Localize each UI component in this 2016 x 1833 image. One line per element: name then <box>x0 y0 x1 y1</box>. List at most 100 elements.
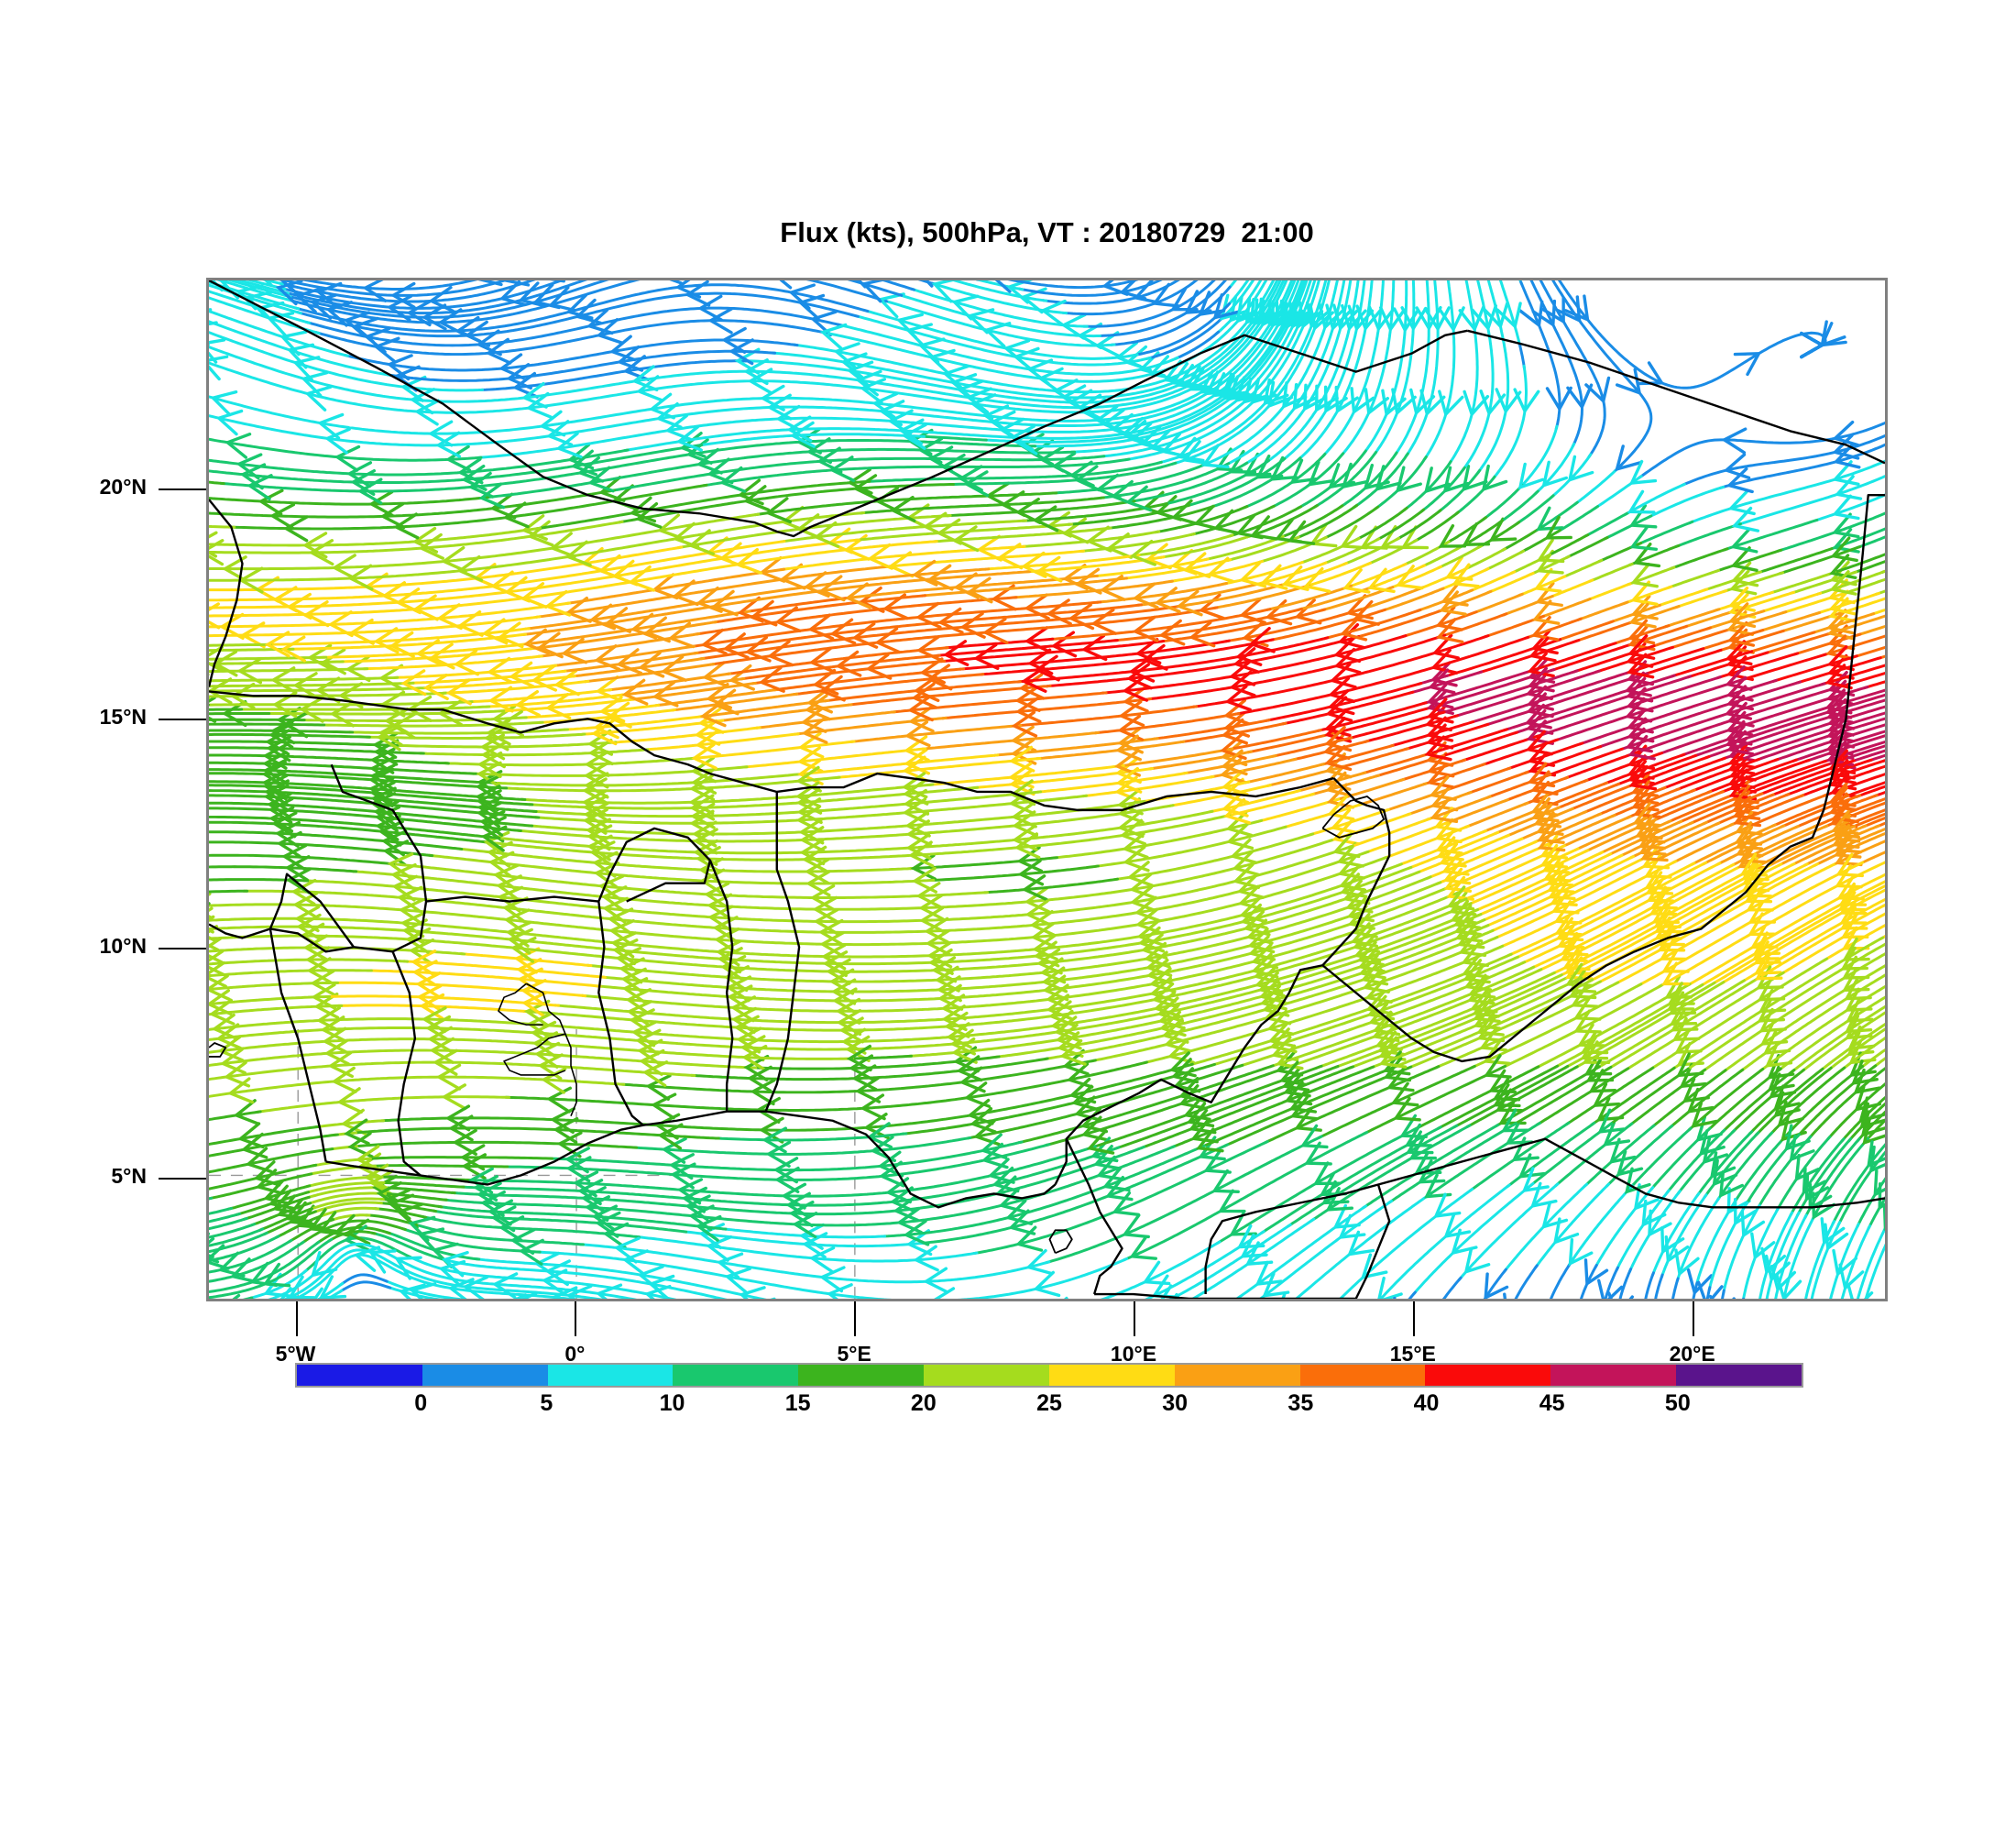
streamline <box>284 1198 312 1224</box>
streamline <box>1200 1064 1398 1148</box>
streamline <box>1105 532 1133 559</box>
streamline <box>314 319 828 357</box>
streamline <box>896 1207 923 1235</box>
streamline <box>1722 964 1885 1074</box>
streamline <box>1871 1057 1885 1070</box>
streamline <box>483 724 509 752</box>
streamline <box>1831 797 1859 824</box>
streamline <box>1439 842 1467 868</box>
streamline <box>362 280 388 302</box>
streamline <box>1129 539 1157 566</box>
streamline <box>1488 517 1517 542</box>
streamline <box>1756 903 1885 981</box>
streamline <box>570 656 706 678</box>
streamline <box>1247 927 1276 954</box>
streamline <box>477 280 503 287</box>
streamline <box>1767 1065 1795 1092</box>
streamline <box>520 1291 538 1299</box>
streamline <box>737 596 764 623</box>
streamline <box>564 567 786 605</box>
streamline <box>1642 789 1713 821</box>
streamline <box>1486 571 1535 595</box>
streamline <box>1583 1124 1656 1188</box>
streamline <box>1796 1137 1853 1217</box>
streamline <box>1338 1213 1366 1239</box>
streamline <box>1321 505 1380 541</box>
streamline <box>1236 1224 1265 1249</box>
y-tick-mark <box>159 718 206 720</box>
streamline <box>1826 1082 1885 1141</box>
streamline <box>1446 885 1475 911</box>
streamline <box>840 1027 867 1055</box>
streamline <box>331 554 357 581</box>
streamline <box>306 957 333 984</box>
streamline <box>1221 791 1249 818</box>
streamline <box>514 689 541 717</box>
streamline <box>1603 514 1653 541</box>
streamline <box>1109 285 1232 346</box>
streamline <box>1742 1206 1780 1299</box>
streamline <box>693 603 1144 655</box>
streamline <box>282 515 309 543</box>
streamline <box>367 969 602 988</box>
streamline <box>1627 755 1711 788</box>
colorbar-segment <box>547 1365 674 1386</box>
streamline <box>1329 705 1434 736</box>
streamline <box>246 280 287 291</box>
colorbar-tick-label: 35 <box>1287 1390 1314 1416</box>
streamline <box>1768 570 1837 595</box>
streamline <box>1579 1263 1598 1299</box>
streamline <box>655 401 683 429</box>
streamline <box>1177 436 1205 463</box>
streamline <box>1638 821 1721 862</box>
streamline <box>292 672 319 699</box>
streamline <box>209 437 483 462</box>
streamline <box>209 647 295 653</box>
streamline <box>1106 504 1216 530</box>
streamline <box>484 693 627 708</box>
streamline <box>1024 899 1051 927</box>
streamline <box>1530 1181 1558 1209</box>
streamline <box>1567 1184 1634 1268</box>
streamline <box>237 1122 265 1149</box>
streamline <box>1832 420 1860 447</box>
streamline <box>218 612 245 640</box>
streamline <box>1189 504 1276 536</box>
streamline <box>551 644 696 668</box>
streamline <box>1117 811 1145 839</box>
y-tick-mark <box>159 488 206 491</box>
streamline <box>1502 674 1676 732</box>
streamline <box>452 1128 477 1156</box>
streamline <box>1698 1129 1726 1157</box>
streamline <box>1020 666 1047 693</box>
streamline <box>209 681 415 688</box>
streamline <box>1472 592 1524 615</box>
streamline <box>1863 680 1885 690</box>
streamline <box>1512 675 1693 735</box>
streamline <box>1666 987 1695 1011</box>
streamline <box>1544 813 1616 847</box>
streamline <box>695 1214 722 1242</box>
x-axis-label: 5°W <box>275 1342 316 1366</box>
streamline <box>209 1231 268 1254</box>
streamline <box>1226 280 1238 291</box>
streamline <box>923 1267 949 1294</box>
streamline <box>1363 280 1408 455</box>
streamline <box>209 794 541 819</box>
streamline <box>1102 1166 1131 1192</box>
streamline <box>987 1158 1015 1184</box>
streamline <box>1265 584 1353 611</box>
map-border <box>1048 1229 1073 1254</box>
streamline <box>284 855 311 883</box>
streamline <box>415 639 442 666</box>
streamline <box>229 1257 258 1284</box>
streamline <box>492 863 520 891</box>
streamline <box>209 1235 280 1263</box>
streamline <box>941 697 1153 720</box>
map-border <box>209 1042 227 1058</box>
streamline <box>1035 948 1063 975</box>
streamline <box>1867 753 1885 763</box>
streamline <box>931 280 958 303</box>
streamline <box>702 661 729 688</box>
streamline <box>440 1230 1265 1299</box>
